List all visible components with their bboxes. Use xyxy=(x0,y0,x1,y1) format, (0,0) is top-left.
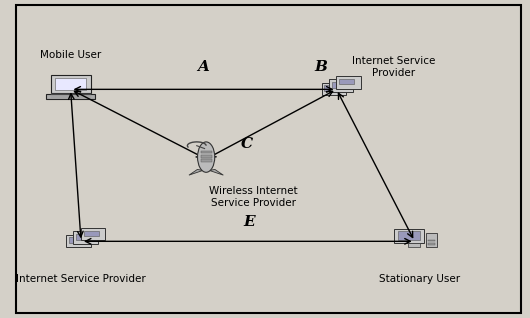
FancyBboxPatch shape xyxy=(76,234,91,240)
FancyBboxPatch shape xyxy=(394,229,424,243)
FancyBboxPatch shape xyxy=(81,228,105,240)
FancyBboxPatch shape xyxy=(69,237,84,243)
Text: Internet Service Provider: Internet Service Provider xyxy=(16,274,146,284)
FancyBboxPatch shape xyxy=(324,85,339,91)
FancyBboxPatch shape xyxy=(66,235,91,247)
Text: E: E xyxy=(243,215,255,229)
FancyBboxPatch shape xyxy=(55,78,86,90)
Text: Wireless Internet
Service Provider: Wireless Internet Service Provider xyxy=(209,186,297,208)
Text: Stationary User: Stationary User xyxy=(379,274,461,284)
FancyBboxPatch shape xyxy=(200,155,212,158)
FancyBboxPatch shape xyxy=(84,231,99,236)
FancyBboxPatch shape xyxy=(332,82,347,88)
Text: B: B xyxy=(314,60,327,74)
Text: Internet Service
Provider: Internet Service Provider xyxy=(352,56,436,78)
Text: Mobile User: Mobile User xyxy=(40,50,101,59)
Ellipse shape xyxy=(198,142,215,172)
Polygon shape xyxy=(189,169,203,175)
FancyBboxPatch shape xyxy=(428,240,435,241)
Text: A: A xyxy=(198,60,209,74)
FancyBboxPatch shape xyxy=(74,232,98,244)
Text: C: C xyxy=(241,137,253,151)
FancyBboxPatch shape xyxy=(337,76,361,88)
FancyBboxPatch shape xyxy=(200,159,212,162)
FancyBboxPatch shape xyxy=(50,75,91,93)
FancyBboxPatch shape xyxy=(426,233,437,247)
FancyBboxPatch shape xyxy=(46,94,95,99)
FancyBboxPatch shape xyxy=(428,243,435,245)
Polygon shape xyxy=(209,169,223,175)
FancyBboxPatch shape xyxy=(200,151,212,154)
FancyBboxPatch shape xyxy=(408,243,420,246)
FancyBboxPatch shape xyxy=(322,83,346,95)
FancyBboxPatch shape xyxy=(399,232,420,240)
FancyBboxPatch shape xyxy=(339,79,354,84)
FancyBboxPatch shape xyxy=(329,80,354,92)
